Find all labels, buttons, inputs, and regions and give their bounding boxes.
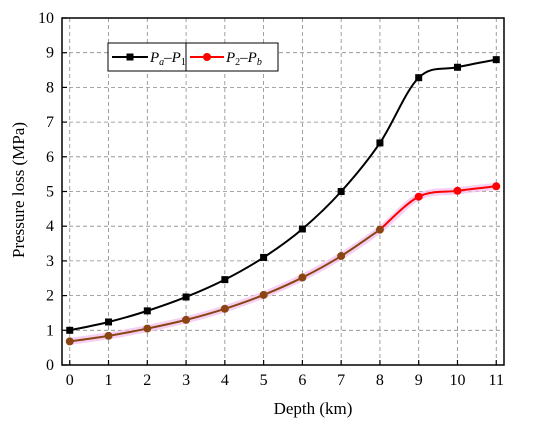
legend-label-2-main-a: P	[225, 50, 235, 66]
series-2-point	[492, 182, 501, 191]
x-tick-label: 0	[66, 372, 74, 389]
legend-marker-2	[203, 53, 211, 61]
series-2-point	[298, 273, 307, 282]
series-1-point	[492, 56, 500, 64]
series-1-point	[143, 307, 151, 315]
series-2-point	[453, 186, 462, 195]
series-1-point	[66, 326, 74, 334]
legend-label-2-sub-a: 2	[235, 57, 240, 68]
x-tick-label: 3	[182, 372, 190, 389]
series-2-point	[220, 304, 229, 313]
legend: Pa–P1 P2–Pb	[107, 42, 279, 72]
y-tick-label: 5	[46, 184, 54, 201]
x-tick-label: 8	[376, 372, 384, 389]
series-2-line-upper	[379, 185, 497, 231]
series-1-point	[105, 318, 113, 326]
legend-label-1-main-a: P	[149, 50, 159, 66]
series-2	[65, 182, 501, 346]
series-2-point	[65, 337, 74, 346]
y-tick-label: 4	[46, 218, 54, 235]
series-1-point	[298, 225, 306, 233]
legend-label-2-dash: –	[239, 50, 248, 66]
y-tick-label: 0	[46, 357, 54, 374]
x-tick-label: 6	[298, 372, 306, 389]
x-tick-label: 2	[143, 372, 151, 389]
legend-label-1-dash: –	[163, 50, 172, 66]
y-tick-label: 1	[46, 322, 54, 339]
series-1-point	[221, 276, 229, 284]
series-1-point	[260, 253, 268, 261]
legend-label-1-main-b: P	[171, 50, 181, 66]
series-2-point	[259, 290, 268, 299]
x-tick-label: 10	[449, 372, 465, 389]
x-tick-label: 4	[221, 372, 229, 389]
legend-label-2-main-b: P	[247, 50, 257, 66]
series-1	[66, 56, 500, 334]
series-2-band	[69, 182, 497, 345]
y-axis-label: Pressure loss (MPa)	[9, 122, 28, 258]
x-tick-label: 11	[489, 372, 504, 389]
y-tick-label: 6	[46, 149, 54, 166]
x-tick-label: 9	[415, 372, 423, 389]
series-1-point	[453, 63, 461, 71]
legend-marker-1	[126, 53, 134, 61]
series-2-point	[182, 315, 191, 324]
legend-label-1: Pa–P1	[149, 50, 186, 68]
y-tick-label: 2	[46, 288, 54, 305]
x-axis-label: Depth (km)	[274, 399, 353, 418]
series-2-point	[414, 192, 423, 201]
legend-label-1-sub-a: a	[159, 57, 164, 68]
x-tick-label: 7	[337, 372, 345, 389]
x-tick-label: 1	[105, 372, 113, 389]
y-tick-label: 9	[46, 45, 54, 62]
series-2-point	[375, 225, 384, 234]
series-1-point	[182, 293, 190, 301]
legend-label-1-sub-b: 1	[181, 57, 186, 68]
series-layer	[65, 56, 501, 346]
series-1-point	[376, 139, 384, 147]
y-tick-label: 8	[46, 79, 54, 96]
x-tick-label: 5	[260, 372, 268, 389]
series-1-point	[337, 188, 345, 195]
y-tick-label: 10	[38, 10, 54, 27]
axis-ticks: 0 1 2 3 4 5 6 7 8 9 10 11 0 1 2 3 4 5 6 7 8 9 10	[38, 10, 504, 389]
series-2-point	[104, 331, 113, 340]
y-tick-label: 3	[46, 253, 54, 270]
legend-label-2: P2–Pb	[225, 50, 262, 68]
y-tick-label: 7	[46, 114, 54, 131]
series-2-point	[143, 324, 152, 333]
legend-label-2-sub-b: b	[257, 57, 262, 68]
series-2-point	[337, 252, 346, 261]
series-1-point	[415, 74, 423, 82]
